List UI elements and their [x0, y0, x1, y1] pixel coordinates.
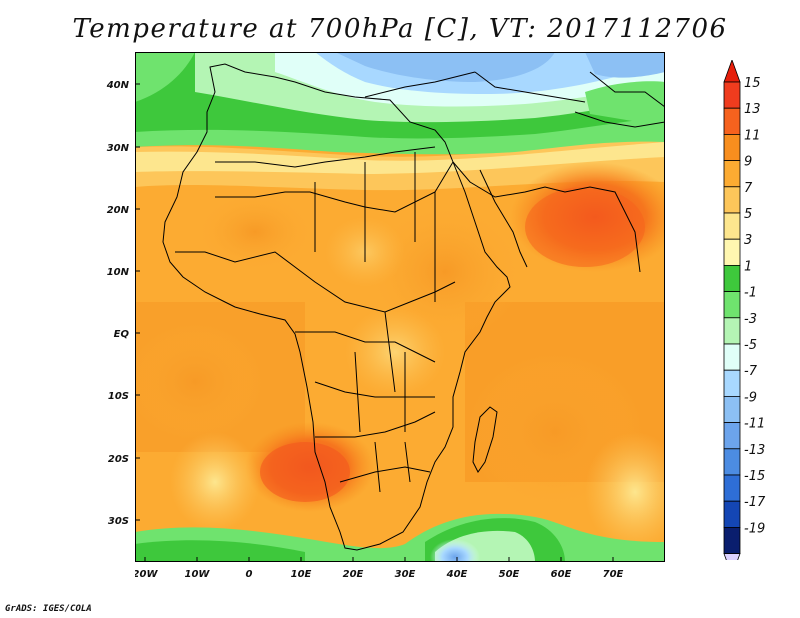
colorbar-label: -7 — [744, 364, 758, 379]
colorbar-top-arrow — [723, 60, 741, 83]
colorbar-swatch — [723, 369, 741, 397]
temperature-field — [135, 52, 665, 562]
lat-label-eq: EQ — [114, 329, 130, 340]
colorbar-swatch — [723, 317, 741, 345]
colorbar-label: 1 — [744, 259, 752, 274]
lat-label-20n: 20N — [107, 205, 130, 216]
colorbar-swatch — [723, 81, 741, 109]
colorbar-swatch — [723, 422, 741, 450]
colorbar-label: -5 — [744, 338, 757, 353]
colorbar-swatch — [723, 474, 741, 502]
colorbar-label: -1 — [744, 286, 757, 301]
colorbar-swatch — [723, 160, 741, 188]
colorbar-label: 11 — [744, 128, 761, 143]
lon-label-20e: 20E — [343, 569, 364, 580]
colorbar-swatch — [723, 395, 741, 423]
temperature-map — [135, 52, 665, 562]
colorbar-swatch — [723, 186, 741, 214]
grads-credit: GrADS: IGES/COLA — [5, 604, 92, 614]
lat-label-20s: 20S — [108, 454, 129, 465]
colorbar-label: -11 — [744, 417, 765, 432]
map-title: Temperature at 700hPa [C], VT: 201711270… — [72, 14, 728, 44]
coastlines — [162, 63, 665, 551]
colorbar-label: 9 — [744, 155, 752, 170]
colorbar-label: -15 — [744, 469, 765, 484]
colorbar-swatch — [723, 107, 741, 135]
lon-label-10e: 10E — [291, 569, 312, 580]
lat-label-10n: 10N — [107, 267, 130, 278]
lat-label-30n: 30N — [107, 143, 130, 154]
colorbar-label: -9 — [744, 390, 757, 405]
lon-label-20w: 20W — [135, 569, 158, 580]
colorbar-swatch — [723, 212, 741, 240]
colorbar-label: 15 — [744, 76, 761, 91]
colorbar-label: 3 — [744, 233, 752, 248]
lat-label-30s: 30S — [108, 516, 129, 527]
colorbar-label: -3 — [744, 312, 757, 327]
latitude-labels: 40N 30N 20N 10N EQ 10S 20S 30S — [106, 80, 130, 527]
lon-label-70e: 70E — [603, 569, 624, 580]
colorbar: 15 13 11 9 7 5 3 1 -1 -3 -5 -7 -9 -11 -13 -15 -17 -19 — [723, 60, 766, 560]
lon-label-60e: 60E — [551, 569, 572, 580]
colorbar-swatch — [723, 526, 741, 554]
lon-label-30e: 30E — [395, 569, 416, 580]
colorbar-label: -17 — [744, 495, 766, 510]
colorbar-swatch — [723, 264, 741, 292]
lon-label-50e: 50E — [499, 569, 520, 580]
colorbar-bottom-arrow — [723, 553, 741, 560]
colorbar-swatch — [723, 448, 741, 476]
longitude-labels: 20W 10W 0 10E 20E 30E 40E 50E 60E 70E — [135, 569, 624, 580]
lon-label-0: 0 — [246, 569, 253, 580]
map-axes — [135, 52, 665, 562]
colorbar-swatch — [723, 238, 741, 266]
colorbar-swatch — [723, 291, 741, 319]
colorbar-label: 5 — [744, 207, 752, 222]
colorbar-swatch — [723, 500, 741, 528]
colorbar-label: -19 — [744, 521, 765, 536]
lat-label-10s: 10S — [108, 391, 129, 402]
colorbar-swatch — [723, 134, 741, 162]
colorbar-label: 7 — [744, 181, 753, 196]
lon-label-10w: 10W — [185, 569, 211, 580]
colorbar-swatch — [723, 343, 741, 371]
lat-label-40n: 40N — [106, 80, 130, 91]
lon-label-40e: 40E — [446, 569, 468, 580]
colorbar-label: 13 — [744, 102, 761, 117]
colorbar-label: -13 — [744, 443, 765, 458]
